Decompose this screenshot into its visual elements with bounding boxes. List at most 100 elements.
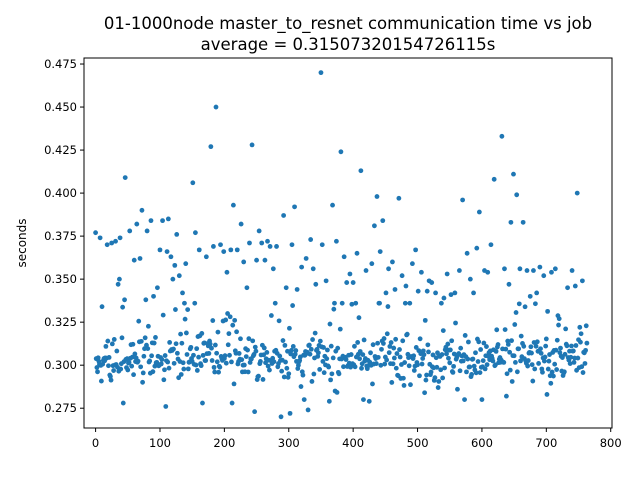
- data-point: [471, 290, 476, 296]
- data-point: [446, 355, 451, 361]
- data-point: [548, 380, 554, 386]
- data-point: [209, 358, 215, 363]
- data-point: [439, 352, 445, 357]
- data-point: [281, 213, 287, 218]
- data-point: [223, 360, 229, 366]
- data-point: [271, 359, 277, 365]
- data-point: [347, 271, 353, 277]
- data-point: [370, 381, 375, 387]
- data-point: [570, 348, 576, 354]
- data-point: [366, 398, 372, 404]
- data-point: [312, 330, 318, 336]
- data-point: [193, 230, 198, 236]
- data-point: [227, 352, 232, 358]
- data-point: [222, 353, 228, 359]
- data-point: [525, 363, 531, 369]
- data-point: [473, 370, 479, 376]
- data-point: [238, 336, 243, 342]
- x-tick-label: 200: [213, 436, 235, 450]
- data-point: [467, 276, 473, 282]
- data-point: [402, 360, 408, 365]
- data-point: [104, 242, 110, 248]
- data-point: [451, 351, 457, 357]
- data-point: [462, 397, 467, 402]
- data-point: [422, 317, 428, 323]
- data-point: [348, 352, 354, 357]
- data-point: [390, 361, 396, 367]
- data-point: [330, 202, 335, 208]
- data-point: [164, 249, 170, 255]
- data-point: [541, 273, 547, 279]
- data-point: [534, 339, 540, 345]
- data-point: [401, 383, 407, 388]
- data-point: [308, 237, 314, 242]
- data-point: [320, 358, 326, 364]
- data-point: [249, 142, 255, 148]
- data-point: [524, 268, 530, 273]
- data-point: [200, 352, 206, 358]
- data-point: [159, 357, 165, 362]
- data-point: [440, 375, 446, 381]
- data-point: [325, 347, 330, 353]
- data-point: [172, 262, 178, 268]
- data-point: [495, 342, 501, 347]
- data-point: [359, 365, 364, 371]
- data-point: [381, 336, 387, 341]
- data-point: [310, 337, 315, 342]
- data-point: [111, 337, 117, 342]
- data-point: [341, 254, 347, 260]
- data-point: [141, 353, 147, 359]
- data-point: [505, 341, 511, 347]
- data-point: [99, 304, 105, 310]
- data-point: [211, 244, 216, 249]
- data-point: [502, 266, 507, 272]
- data-point: [391, 345, 397, 351]
- data-point: [265, 363, 271, 369]
- data-point: [556, 316, 562, 322]
- data-point: [391, 355, 397, 361]
- data-point: [542, 354, 548, 360]
- data-point: [163, 404, 169, 409]
- data-point: [176, 375, 182, 381]
- data-point: [153, 335, 158, 340]
- data-point: [244, 285, 250, 291]
- data-point: [245, 347, 250, 353]
- data-point: [226, 331, 232, 337]
- data-point: [135, 358, 141, 364]
- data-point: [217, 364, 223, 370]
- data-point: [516, 301, 522, 307]
- data-point: [234, 247, 240, 253]
- data-point: [549, 369, 555, 375]
- data-point: [326, 364, 332, 370]
- data-point: [108, 377, 114, 383]
- data-point: [573, 343, 579, 348]
- data-point: [417, 336, 423, 342]
- data-point: [143, 297, 149, 303]
- data-point: [560, 373, 566, 378]
- data-point: [532, 366, 538, 372]
- data-point: [503, 346, 509, 352]
- data-point: [262, 257, 268, 263]
- data-point: [176, 273, 182, 279]
- data-point: [449, 338, 455, 344]
- data-point: [267, 367, 272, 373]
- data-point: [158, 361, 164, 367]
- data-point: [142, 335, 148, 341]
- data-point: [284, 365, 290, 371]
- data-point: [554, 367, 560, 372]
- data-point: [521, 343, 527, 349]
- data-point: [465, 356, 471, 362]
- data-point: [180, 360, 186, 366]
- data-point: [529, 362, 535, 368]
- data-point: [185, 307, 191, 313]
- data-point: [424, 372, 429, 378]
- data-point: [378, 362, 384, 368]
- data-point: [173, 307, 178, 312]
- data-point: [397, 354, 403, 360]
- data-point: [162, 367, 167, 373]
- data-point: [434, 364, 440, 370]
- data-point: [279, 368, 285, 374]
- data-point: [131, 257, 137, 263]
- data-point: [520, 219, 526, 225]
- data-point: [223, 317, 229, 323]
